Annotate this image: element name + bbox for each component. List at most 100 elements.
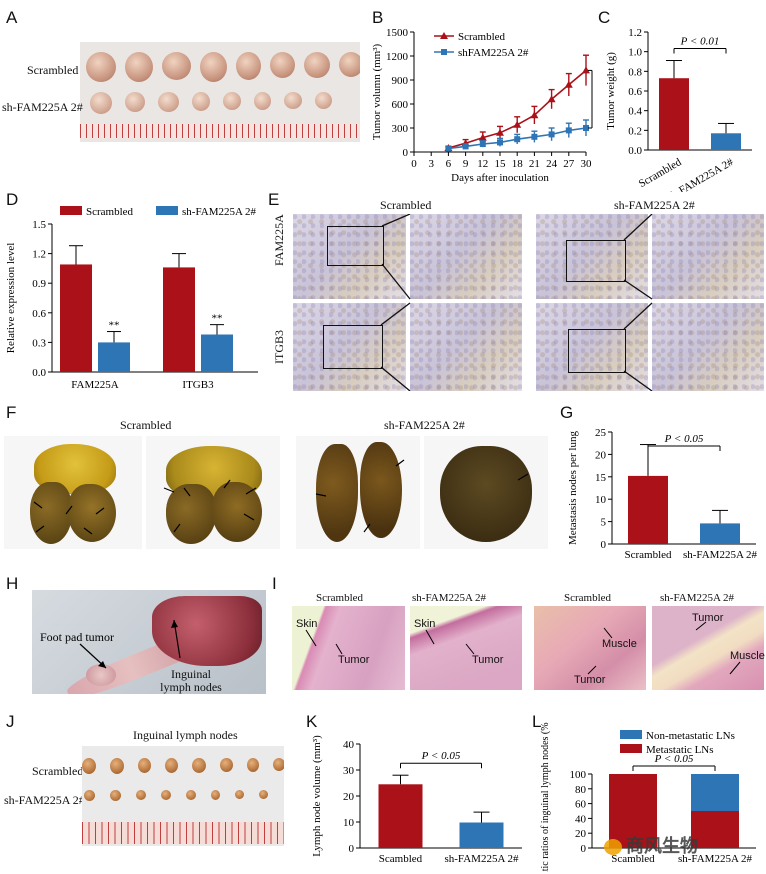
y-tick-label: 0 [601, 539, 607, 551]
tumor-specimen [254, 92, 271, 110]
x-tick-label: Scrambled [637, 156, 684, 190]
data-point [582, 66, 590, 74]
bar [378, 784, 423, 848]
lymph-node-specimen [186, 790, 196, 800]
y-axis-label: Tumor volumn (mm³) [371, 43, 383, 140]
lung-photo [146, 436, 280, 549]
metastasis-arrows [33, 459, 529, 535]
data-point [445, 145, 452, 152]
panel-letter-b: B [372, 8, 384, 27]
y-tick-label: 80 [575, 784, 587, 796]
tumor-specimen [270, 52, 295, 78]
y-tick-label: 20 [343, 791, 355, 803]
ihc-image-zoom [410, 303, 522, 391]
y-tick-label: 30 [343, 765, 355, 777]
lung-photo [424, 436, 548, 549]
i-col-4: sh-FAM225A 2# [660, 592, 735, 604]
j-row-sh: sh-FAM225A 2# [4, 793, 85, 807]
x-tick-label: 15 [495, 158, 507, 170]
panel-letter-h: H [6, 574, 19, 593]
legend-marker [441, 49, 447, 55]
bar [659, 78, 689, 150]
bar [163, 267, 195, 372]
y-tick-label: 0.3 [32, 337, 46, 349]
lymph-node-specimen [235, 790, 244, 799]
x-tick-label: 12 [477, 158, 488, 170]
y-tick-label: 20 [595, 449, 607, 461]
x-tick-label: sh-FAM225A 2# [678, 853, 753, 865]
tumor-specimen [200, 52, 227, 82]
label-skin: Skin [296, 618, 318, 630]
y-tick-label: 0.4 [628, 106, 642, 118]
significance-stars: ** [109, 320, 120, 332]
y-tick-label: 0 [403, 147, 409, 159]
tumor-specimen [315, 92, 332, 109]
legend-label: shFAM225A 2# [458, 47, 529, 59]
y-tick-label: 1500 [386, 27, 409, 39]
zoom-guide-lines [380, 214, 653, 391]
x-tick-label: Scrambled [624, 549, 672, 561]
lymph-node-specimen [273, 758, 284, 771]
tumor-specimen [236, 52, 261, 80]
j-row-scrambled: Scrambled [32, 764, 84, 778]
y-tick-label: 0.0 [628, 145, 642, 157]
y-axis-label: Lymph node volume (mm³) [311, 735, 323, 857]
y-tick-label: 300 [392, 123, 409, 135]
bar [711, 133, 741, 150]
ihc-image-zoom [410, 214, 522, 299]
tumor-specimen [192, 92, 210, 111]
p-value: P < 0.01 [680, 36, 720, 48]
label-tumor: Tumor [338, 654, 370, 666]
tumor-specimen [158, 92, 179, 112]
y-tick-label: 10 [595, 494, 607, 506]
data-point [565, 127, 572, 134]
x-tick-label: 30 [581, 158, 593, 170]
data-point [548, 131, 555, 138]
relative-expression-chart: 0.0 0.3 0.6 0.9 1.2 1.5 Relative expression le… [5, 206, 258, 391]
y-tick-label: 15 [595, 472, 607, 484]
y-tick-label: 10 [343, 817, 355, 829]
row-label-sh: sh-FAM225A 2# [2, 100, 83, 114]
watermark: 商风生物 [604, 832, 698, 858]
x-tick-label: FAM225A [71, 379, 119, 391]
metastasis-nodes-chart: 0 5 10 15 20 25 Metastasis nodes per lung Scram… [567, 427, 758, 561]
lymph-node-specimen [136, 790, 146, 800]
data-point [547, 95, 556, 103]
he-image [652, 606, 764, 690]
legend-label: Scrambled [458, 31, 506, 43]
lymph-node-specimen [165, 758, 178, 773]
x-tick-label: sh-FAM225A 2# [444, 853, 519, 865]
ihc-image [293, 214, 406, 299]
panel-letter-i: I [272, 574, 277, 593]
i-col-2: sh-FAM225A 2# [412, 592, 487, 604]
metastatic-ratio-chart: 0 20 40 60 80 100 Metastatic ratios of inguina… [540, 722, 756, 872]
ruler [80, 124, 360, 138]
tumor-specimen [304, 52, 330, 78]
data-point [497, 139, 503, 146]
y-tick-label: 0.0 [32, 367, 46, 379]
y-tick-label: 25 [595, 427, 607, 439]
bar [60, 264, 92, 372]
label-tumor: Tumor [692, 612, 724, 624]
lymph-node-specimen [138, 758, 151, 773]
x-tick-label: 18 [512, 158, 524, 170]
data-point [496, 128, 504, 136]
x-tick-label: Scambled [379, 853, 423, 865]
legend-label: Metastatic LNs [646, 744, 714, 756]
data-point [564, 80, 573, 88]
y-tick-label: 0 [581, 843, 587, 855]
ihc-image-zoom [652, 214, 764, 299]
p-value: P < 0.05 [654, 753, 694, 765]
e-row-fam225a: FAM225A [272, 214, 286, 266]
panel-letter-e: E [268, 190, 280, 209]
y-axis-label: Relative expression level [5, 243, 17, 354]
he-image [534, 606, 646, 690]
y-tick-label: 0.9 [32, 278, 46, 290]
data-point [513, 120, 522, 128]
bar-segment [691, 774, 739, 811]
label-skin: Skin [414, 618, 436, 630]
y-tick-label: 900 [392, 75, 409, 87]
lung-photo [296, 436, 420, 549]
label-inguinal-lymph-nodes: Inguinal lymph nodes [160, 667, 222, 694]
